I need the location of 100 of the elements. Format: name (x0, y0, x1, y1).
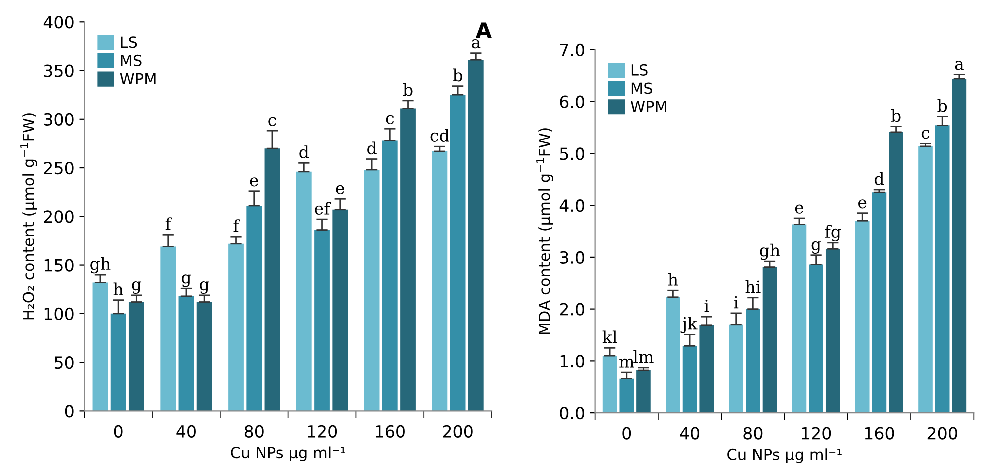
x-tick-label: 0 (114, 425, 123, 438)
x-tick-label: 80 (244, 425, 264, 438)
bar (620, 378, 634, 414)
bar (296, 172, 312, 412)
data-label: kl (602, 330, 618, 344)
data-label: f (166, 218, 172, 230)
data-label: e (336, 185, 344, 195)
bar (872, 192, 887, 414)
data-label: cd (430, 129, 450, 142)
legend-label: WPM (120, 73, 156, 85)
y-tick-label: 1.0 (560, 355, 584, 368)
y-tick-label: 350 (44, 64, 74, 78)
bar (110, 314, 126, 412)
bar (400, 108, 416, 412)
data-label: g (200, 281, 210, 294)
data-label: i (734, 296, 739, 309)
bar (364, 170, 380, 412)
annotation: A (476, 22, 492, 38)
data-label: e (858, 200, 867, 209)
bar (196, 302, 212, 412)
bar (729, 324, 744, 414)
bar (432, 151, 448, 412)
y-tick-label: 300 (44, 113, 74, 126)
data-label: h (114, 282, 124, 296)
y-tick-label: 6.0 (560, 96, 584, 108)
bar (382, 140, 398, 412)
legend-label: MS (632, 82, 652, 94)
x-tick-label: 200 (928, 427, 958, 440)
data-label: c (922, 130, 930, 140)
data-label: d (300, 146, 309, 159)
bar (314, 230, 330, 412)
bar (228, 244, 244, 412)
bar (128, 302, 144, 412)
legend-label: MS (121, 54, 142, 66)
bar (332, 210, 348, 412)
y-tick-label: 200 (44, 210, 74, 224)
data-label: d (368, 142, 377, 155)
x-tick-label: 160 (376, 425, 405, 438)
bar (178, 296, 194, 412)
x-tick-label: 160 (865, 427, 894, 440)
bar (952, 78, 967, 414)
data-label: ef (315, 202, 332, 215)
x-axis-title: Cu NPs µg ml⁻¹ (231, 446, 346, 462)
y-tick-label: 0 (65, 405, 74, 418)
x-tick-label: 0 (622, 427, 632, 440)
legend-label: LS (121, 36, 138, 48)
bar (246, 206, 262, 412)
bar (92, 282, 108, 412)
x-tick-label: 200 (443, 425, 473, 438)
data-label: b (453, 68, 463, 82)
bar (160, 246, 176, 412)
data-label: c (386, 115, 394, 125)
data-label: h (668, 273, 678, 286)
bar (450, 95, 466, 412)
x-tick-label: 80 (744, 427, 763, 440)
data-label: fg (825, 225, 842, 242)
x-tick-label: 40 (680, 427, 700, 440)
data-label: jk (680, 316, 698, 334)
bar (636, 370, 651, 414)
x-tick-label: 120 (308, 425, 338, 438)
bar (602, 356, 618, 414)
data-label: e (250, 178, 258, 187)
bar (889, 132, 904, 414)
data-label: g (812, 241, 822, 254)
y-tick-label: 50 (54, 356, 74, 370)
y-tick-label: 2.0 (560, 303, 584, 316)
data-label: hi (746, 280, 761, 294)
data-label: gh (90, 257, 111, 274)
bar (918, 146, 933, 414)
bar (666, 297, 680, 414)
data-label: i (704, 300, 710, 312)
y-tick-label: 7.0 (560, 44, 584, 56)
data-label: g (182, 274, 192, 288)
y-tick-label: 5.0 (560, 148, 584, 160)
data-label: gh (760, 244, 780, 260)
data-label: lm (634, 350, 654, 364)
data-label: b (891, 109, 901, 122)
y-axis-title: H₂O₂ content (µmol g$^{−1}$FW) (20, 114, 38, 320)
data-label: a (472, 40, 481, 49)
data-label: d (874, 172, 884, 186)
bar (762, 267, 778, 414)
y-tick-label: 400 (44, 16, 74, 29)
data-label: e (795, 204, 804, 214)
y-tick-label: 150 (44, 259, 74, 272)
y-tick-label: 4.0 (560, 200, 584, 212)
y-tick-label: 250 (44, 162, 74, 175)
legend-label: WPM (630, 101, 666, 112)
x-tick-label: 120 (802, 427, 832, 440)
data-label: b (403, 83, 413, 96)
y-axis-title: MDA content (µmol g$^{−1}$FW) (536, 128, 554, 334)
data-label: m (620, 358, 634, 368)
bar (264, 148, 280, 412)
y-tick-label: 100 (44, 308, 74, 320)
data-label: c (268, 117, 276, 126)
x-tick-label: 40 (176, 425, 196, 438)
bar (468, 60, 484, 412)
bar (809, 264, 824, 414)
y-tick-label: 3.0 (560, 251, 584, 264)
bar (792, 224, 807, 414)
data-label: g (132, 281, 142, 294)
